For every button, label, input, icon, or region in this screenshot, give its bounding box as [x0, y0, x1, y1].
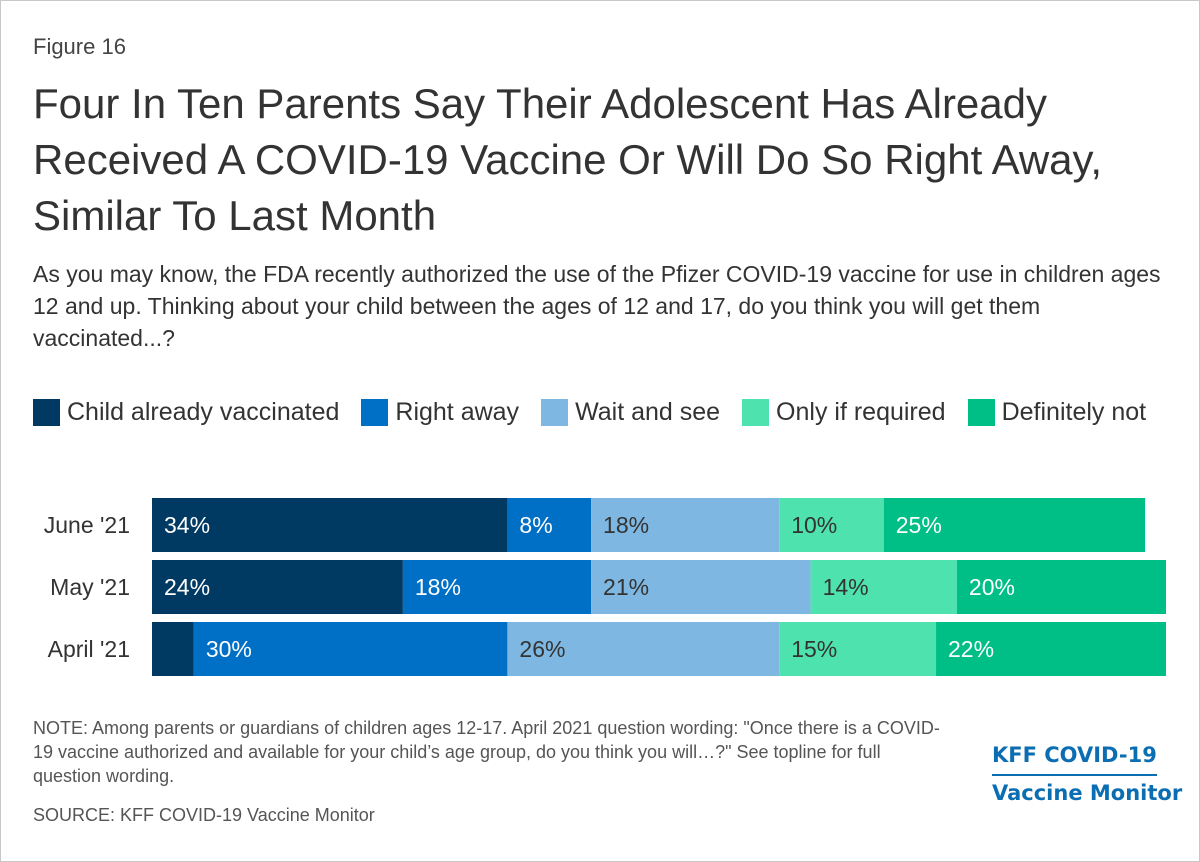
category-label: June '21	[44, 512, 130, 538]
bar-segment	[402, 560, 592, 614]
bar-segment	[507, 622, 780, 676]
bar-segment	[779, 622, 937, 676]
bar-segment	[152, 560, 403, 614]
bar-segment	[152, 498, 508, 552]
data-label: 8%	[519, 512, 552, 538]
legend-item: Only if required	[742, 396, 946, 428]
legend-swatch	[541, 398, 569, 426]
data-label: 18%	[603, 512, 649, 538]
data-label: 21%	[603, 574, 649, 600]
data-label: 10%	[791, 512, 837, 538]
stacked-bar-chart: June '21 34% 8% 18% 10% 25% May '21 24% 18% 21% 14…	[44, 498, 1166, 676]
data-label: 25%	[896, 512, 942, 538]
legend-swatch	[33, 398, 60, 426]
category-label: April '21	[48, 636, 130, 662]
legend-label: Wait and see	[575, 397, 721, 426]
note-text: NOTE: Among parents or guardians of chil…	[33, 718, 940, 786]
legend-swatch	[967, 398, 995, 426]
figure-label: Figure 16	[33, 34, 126, 59]
legend-swatch	[742, 398, 770, 426]
bar-segment	[591, 498, 780, 552]
data-label: 18%	[415, 574, 461, 600]
data-label: 22%	[948, 636, 994, 662]
data-label: 14%	[823, 574, 869, 600]
bar-segment	[810, 560, 957, 614]
legend: Child already vaccinated Right away Wait a…	[33, 396, 1173, 428]
legend-swatch	[361, 398, 389, 426]
bar-segment	[936, 622, 1166, 676]
chart-title: Four In Ten Parents Say Their Adolescent…	[33, 80, 1103, 239]
legend-item: Right away	[361, 396, 519, 428]
data-label: 15%	[791, 636, 837, 662]
data-label: 30%	[206, 636, 252, 662]
source-text: SOURCE: KFF COVID-19 Vaccine Monitor	[33, 805, 375, 825]
bar-segment	[779, 498, 884, 552]
legend-item: Definitely not	[967, 396, 1147, 428]
logo-line1: KFF COVID-19	[992, 738, 1157, 776]
bar-segment	[152, 622, 194, 676]
legend-label: Definitely not	[1001, 397, 1147, 426]
bar-segment	[507, 498, 592, 552]
chart-subtitle: As you may know, the FDA recently author…	[33, 261, 1161, 351]
bar-segment	[591, 560, 811, 614]
kff-logo: KFF COVID-19 Vaccine Monitor	[992, 738, 1182, 810]
data-label: 24%	[164, 574, 210, 600]
legend-label: Right away	[395, 397, 520, 426]
legend-item: Wait and see	[541, 396, 720, 428]
data-label: 26%	[519, 636, 565, 662]
legend-label: Only if required	[776, 397, 946, 426]
bar-segment	[883, 498, 1146, 552]
bar-segment	[956, 560, 1166, 614]
logo-line2: Vaccine Monitor	[992, 781, 1183, 805]
category-label: May '21	[50, 574, 130, 600]
legend-item: Child already vaccinated	[33, 396, 339, 428]
data-label: 20%	[969, 574, 1015, 600]
data-label: 34%	[164, 512, 210, 538]
bar-segment	[193, 622, 508, 676]
legend-label: Child already vaccinated	[67, 397, 340, 426]
